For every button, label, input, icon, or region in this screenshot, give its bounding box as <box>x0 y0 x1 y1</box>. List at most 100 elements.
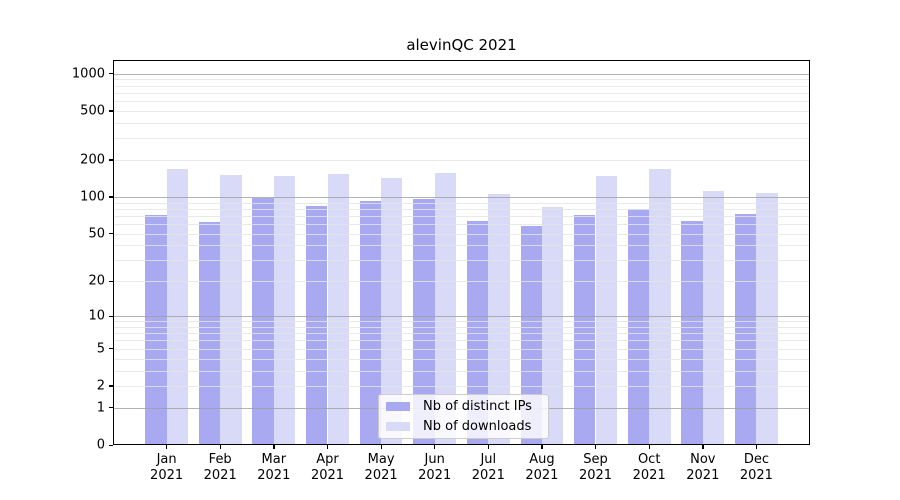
y-tick-label-100: 100 <box>80 189 105 205</box>
gridline-400 <box>113 122 810 124</box>
y-tick-mark-200 <box>109 159 113 161</box>
plot-border <box>113 60 810 445</box>
x-tick-label-jan: Jan 2021 <box>150 452 184 483</box>
x-tick-mark-jan <box>166 445 168 449</box>
y-tick-mark-100 <box>109 196 113 198</box>
bar-downloads-mar <box>273 175 296 445</box>
x-tick-mark-jul <box>487 445 490 449</box>
x-tick-mark-nov <box>702 445 704 449</box>
y-tick-mark-10 <box>109 315 113 317</box>
y-tick-label-10: 10 <box>88 308 105 324</box>
bar-downloads-dec <box>756 193 778 445</box>
y-tick-label-1: 1 <box>96 400 105 416</box>
x-tick-label-aug: Aug 2021 <box>525 452 559 483</box>
legend-label-downloads: Nb of downloads <box>423 419 532 434</box>
x-tick-mark-jun <box>434 445 436 449</box>
gridline-30 <box>113 260 810 262</box>
legend-label-distinct-ips: Nb of distinct IPs <box>423 399 532 414</box>
legend-item-downloads: Nb of downloads <box>379 418 548 435</box>
grid-layer <box>113 60 810 445</box>
y-tick-mark-5 <box>109 348 113 350</box>
y-tick-label-0: 0 <box>96 437 105 453</box>
x-tick-label-jul: Jul 2021 <box>471 452 505 483</box>
y-tick-label-5: 5 <box>96 341 105 357</box>
x-tick-mark-aug <box>541 445 543 449</box>
chart-title: alevinQC 2021 <box>406 36 517 54</box>
y-tick-mark-500 <box>109 110 113 112</box>
bar-distinct-ips-jan <box>145 215 167 445</box>
gridline-4 <box>113 358 810 360</box>
bar-downloads-sep <box>595 176 617 445</box>
bar-downloads-jan <box>166 168 188 445</box>
y-tick-mark-2 <box>109 385 113 387</box>
gridline-900 <box>113 79 810 81</box>
y-tick-label-20: 20 <box>88 273 105 289</box>
gridline-70 <box>113 215 810 217</box>
gridline-90 <box>113 202 810 204</box>
legend-swatch-distinct-ips <box>386 402 410 411</box>
x-tick-label-apr: Apr 2021 <box>310 452 345 483</box>
bar-downloads-apr <box>327 173 349 445</box>
gridline-8 <box>113 326 810 328</box>
bar-distinct-ips-oct <box>627 208 650 445</box>
y-tick-mark-1000 <box>109 73 113 75</box>
x-tick-label-feb: Feb 2021 <box>203 452 237 483</box>
x-tick-mark-oct <box>648 445 650 449</box>
x-tick-label-mar: Mar 2021 <box>257 452 291 483</box>
x-tick-label-sep: Sep 2021 <box>578 452 613 483</box>
x-tick-label-may: May 2021 <box>364 452 398 483</box>
y-tick-mark-0 <box>109 444 113 446</box>
x-tick-mark-dec <box>755 445 758 449</box>
x-tick-label-oct: Oct 2021 <box>632 452 666 483</box>
bar-distinct-ips-apr <box>306 206 328 445</box>
gridline-80 <box>113 208 810 210</box>
legend: Nb of distinct IPs Nb of downloads <box>378 394 549 439</box>
x-tick-label-dec: Dec 2021 <box>739 452 773 483</box>
gridline-1000 <box>113 73 810 75</box>
bars-layer <box>113 60 810 445</box>
x-tick-label-jun: Jun 2021 <box>418 452 452 483</box>
gridline-800 <box>113 85 810 87</box>
y-tick-label-500: 500 <box>80 103 105 119</box>
gridline-50 <box>113 233 810 235</box>
gridline-9 <box>113 321 810 323</box>
gridline-5 <box>113 348 810 350</box>
bar-downloads-feb <box>220 174 242 445</box>
y-tick-label-1000: 1000 <box>71 66 105 81</box>
gridline-10 <box>113 316 810 318</box>
gridline-7 <box>113 333 810 335</box>
bar-downloads-oct <box>649 169 671 445</box>
y-tick-mark-50 <box>109 233 113 235</box>
gridline-20 <box>113 281 810 283</box>
gridline-3 <box>113 370 810 372</box>
gridline-200 <box>113 159 810 161</box>
gridline-600 <box>113 101 810 102</box>
y-tick-label-50: 50 <box>88 226 105 242</box>
x-tick-label-nov: Nov 2021 <box>686 452 720 483</box>
bar-distinct-ips-sep <box>574 215 596 445</box>
gridline-2 <box>113 385 810 387</box>
bar-distinct-ips-dec <box>735 213 757 445</box>
bar-distinct-ips-feb <box>198 222 221 445</box>
x-tick-mark-sep <box>595 445 597 449</box>
gridline-6 <box>113 340 810 342</box>
x-tick-mark-may <box>380 445 382 449</box>
gridline-700 <box>113 92 810 94</box>
legend-item-distinct-ips: Nb of distinct IPs <box>379 398 548 415</box>
bar-downloads-nov <box>702 190 725 445</box>
gridline-40 <box>113 245 810 247</box>
y-tick-label-2: 2 <box>96 378 105 394</box>
gridline-300 <box>113 138 810 140</box>
y-tick-mark-1 <box>109 407 113 409</box>
x-tick-mark-mar <box>273 445 275 449</box>
y-tick-mark-20 <box>109 280 113 283</box>
x-tick-mark-feb <box>219 445 221 449</box>
plot-area: Nb of distinct IPs Nb of downloads <box>113 60 810 445</box>
bar-distinct-ips-nov <box>681 221 703 445</box>
gridline-60 <box>113 224 810 225</box>
legend-swatch-downloads <box>386 422 410 431</box>
gridline-100 <box>113 196 810 198</box>
gridline-500 <box>113 110 810 112</box>
x-tick-mark-apr <box>327 445 329 449</box>
